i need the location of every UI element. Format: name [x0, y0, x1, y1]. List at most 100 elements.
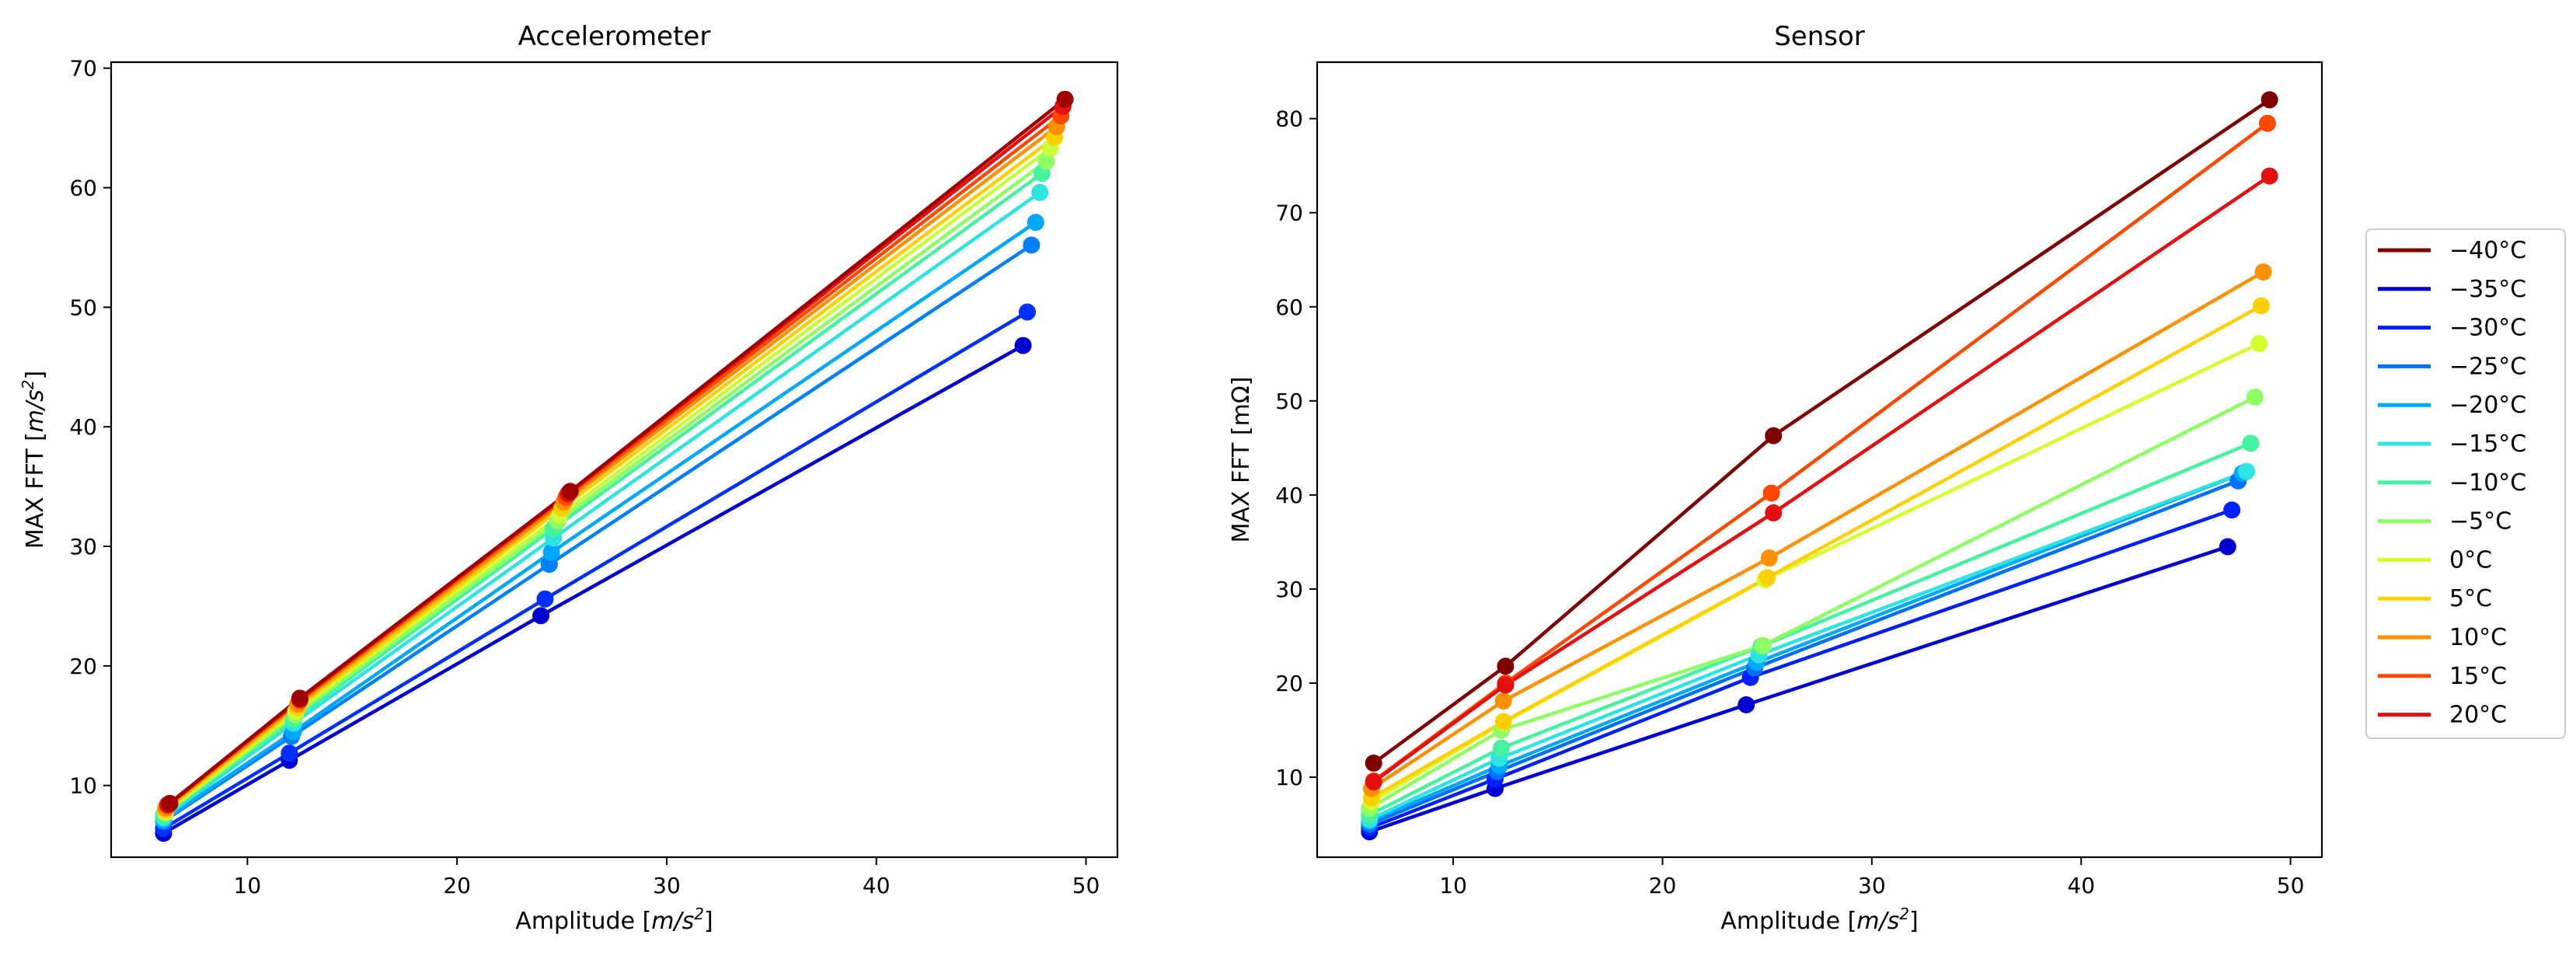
- legend-label: −25°C: [2449, 353, 2526, 380]
- x-axis-label: Amplitude [m/s2]: [515, 905, 713, 935]
- x-tick-label: 50: [1072, 873, 1100, 898]
- series-line: [1372, 98, 2271, 765]
- data-point: [2254, 263, 2272, 281]
- data-point: [281, 745, 298, 762]
- data-point: [1037, 152, 1055, 170]
- legend-label: −5°C: [2449, 508, 2512, 535]
- plot-area: [1361, 91, 2278, 841]
- legend-label: −35°C: [2449, 276, 2526, 303]
- x-tick-label: 50: [2277, 873, 2305, 898]
- y-tick-label: 30: [1275, 577, 1303, 602]
- data-point: [2219, 538, 2236, 556]
- series-line: [1370, 270, 2264, 790]
- x-tick-label: 20: [1649, 873, 1677, 898]
- series-line: [1368, 441, 2252, 817]
- data-point: [2261, 167, 2278, 185]
- data-point: [536, 590, 554, 608]
- series-line: [162, 190, 1041, 820]
- data-point: [1762, 484, 1780, 502]
- y-tick-label: 10: [1275, 765, 1303, 790]
- chart-title: Sensor: [1774, 21, 1865, 52]
- y-tick-label: 30: [69, 534, 97, 560]
- data-point: [1759, 569, 1776, 587]
- y-tick-label: 60: [1275, 295, 1303, 320]
- data-point: [1494, 713, 1512, 731]
- y-tick-label: 40: [1275, 483, 1303, 508]
- data-point: [1365, 754, 1382, 772]
- legend-label: 5°C: [2449, 585, 2492, 612]
- legend-label: 20°C: [2449, 702, 2507, 729]
- series-line: [1368, 545, 2229, 834]
- legend-label: −10°C: [2449, 469, 2526, 497]
- series-line: [162, 310, 1029, 831]
- x-tick-label: 20: [443, 873, 471, 898]
- data-point: [1023, 236, 1041, 254]
- data-point: [2246, 388, 2264, 406]
- data-point: [2250, 334, 2268, 352]
- series-line: [162, 343, 1024, 835]
- y-tick-label: 70: [69, 56, 97, 82]
- legend-label: 15°C: [2449, 663, 2507, 690]
- accelerometer-chart: Accelerometer Amplitude [m/s2] MAX FFT […: [19, 21, 1119, 935]
- y-tick-label: 10: [69, 773, 97, 799]
- data-point: [161, 794, 179, 812]
- legend-label: −40°C: [2449, 237, 2526, 264]
- data-point: [561, 483, 579, 500]
- sensor-chart: Sensor Amplitude [m/s2] MAX FFT [mΩ] 10 2…: [1228, 21, 2323, 935]
- y-tick-label: 50: [1275, 389, 1303, 414]
- legend-label: 0°C: [2449, 546, 2492, 574]
- series-line: [1370, 304, 2262, 800]
- legend-label: −15°C: [2449, 431, 2526, 458]
- data-point: [1018, 303, 1036, 321]
- legend-label: −30°C: [2449, 315, 2526, 342]
- series-line: [162, 221, 1037, 822]
- data-point: [2223, 501, 2241, 519]
- series-line: [1368, 395, 2256, 810]
- data-point: [1494, 692, 1512, 710]
- series-line: [164, 136, 1056, 812]
- series-line: [1368, 508, 2233, 830]
- chart-title: Accelerometer: [518, 21, 711, 52]
- y-axis-label: MAX FFT [m/s2]: [19, 371, 49, 549]
- series-line: [164, 159, 1047, 814]
- x-tick-label: 10: [1439, 873, 1467, 898]
- data-point: [2242, 434, 2260, 452]
- data-point: [2252, 297, 2270, 315]
- series-line: [1372, 174, 2271, 783]
- axes-frame: [110, 61, 1119, 859]
- y-tick-label: 50: [69, 295, 97, 320]
- data-point: [2238, 462, 2256, 480]
- y-axis-label: MAX FFT [mΩ]: [1228, 377, 1255, 543]
- x-tick-label: 10: [234, 873, 262, 898]
- legend-label: 10°C: [2449, 624, 2507, 651]
- data-point: [1493, 739, 1511, 757]
- data-point: [1760, 549, 1778, 567]
- x-tick-label: 30: [653, 873, 681, 898]
- data-point: [1765, 504, 1783, 521]
- plot-area: [155, 90, 1074, 842]
- data-point: [542, 543, 560, 561]
- y-tick-label: 70: [1275, 201, 1303, 226]
- series-line: [162, 243, 1033, 823]
- y-tick-label: 80: [1275, 106, 1303, 132]
- y-tick-label: 60: [69, 176, 97, 201]
- y-tick-label: 20: [1275, 671, 1303, 696]
- data-point: [1014, 337, 1032, 354]
- data-point: [1738, 696, 1755, 713]
- data-point: [2258, 114, 2276, 132]
- data-point: [1754, 636, 1772, 654]
- x-tick-label: 40: [863, 873, 891, 898]
- legend-frame: [2365, 228, 2566, 739]
- y-tick-label: 40: [69, 414, 97, 440]
- series-line: [1368, 479, 2240, 826]
- x-tick-label: 30: [1858, 873, 1886, 898]
- data-point: [1031, 183, 1049, 201]
- legend-label: −20°C: [2449, 392, 2526, 419]
- x-tick-label: 40: [2067, 873, 2095, 898]
- data-point: [2261, 91, 2278, 109]
- legend: −40°C −35°C −30°C −25°C −20°C −15°C −10°C −5°C 0…: [2365, 228, 2566, 739]
- data-point: [1765, 427, 1783, 445]
- series-line: [169, 97, 1066, 805]
- data-point: [1497, 676, 1515, 694]
